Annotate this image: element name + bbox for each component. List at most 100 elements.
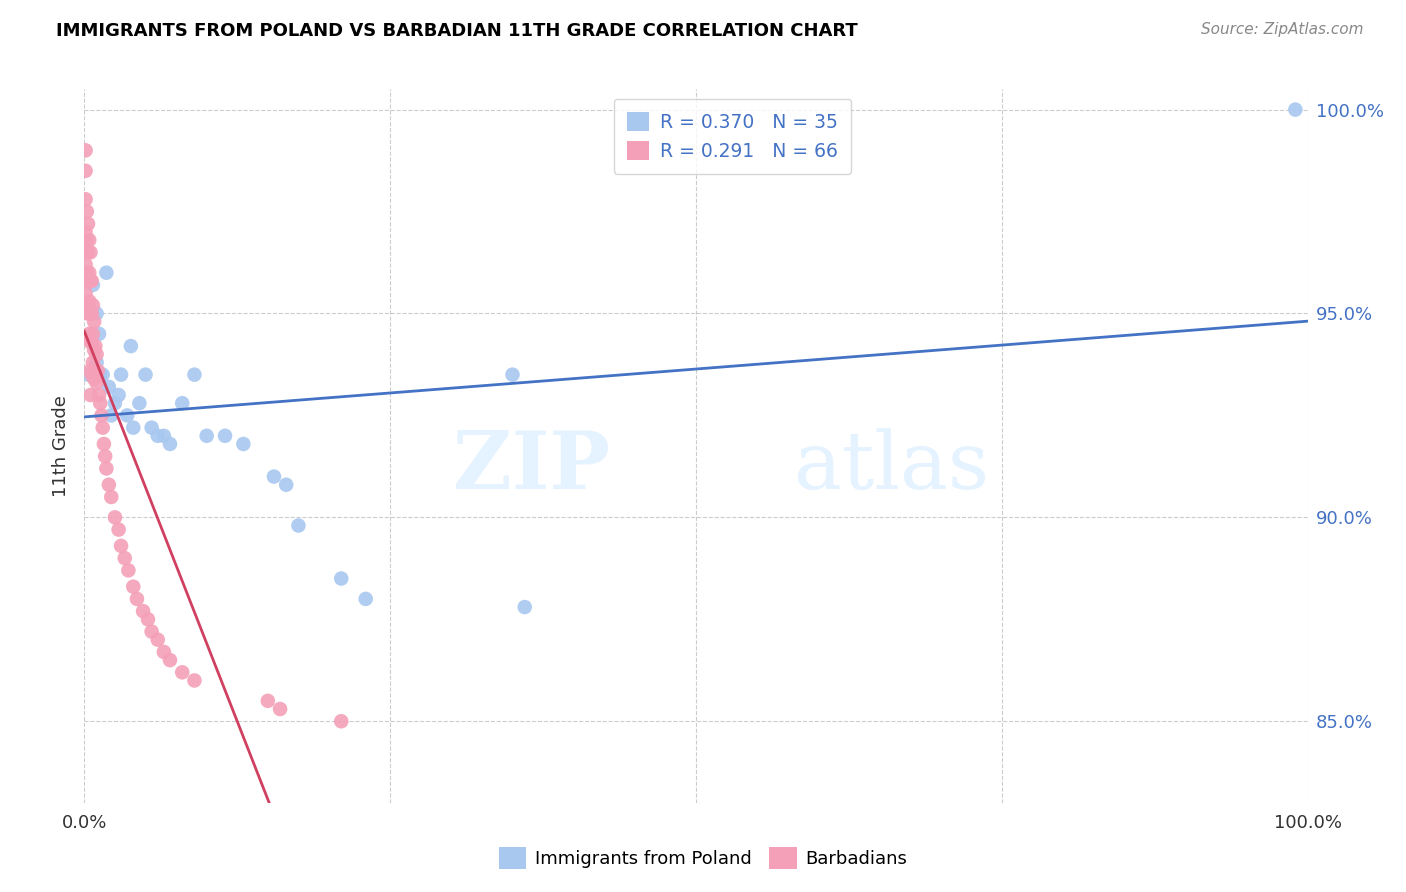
Point: [79, 363, 101, 377]
Point: [257, 694, 280, 708]
Point: [513, 600, 536, 615]
Point: [79, 388, 101, 402]
Point: [96, 266, 118, 280]
Point: [86, 355, 108, 369]
Point: [128, 396, 150, 410]
Point: [77, 245, 100, 260]
Point: [100, 409, 122, 423]
Point: [87, 388, 110, 402]
Point: [107, 388, 129, 402]
Point: [75, 192, 97, 206]
Point: [84, 368, 107, 382]
Point: [82, 355, 104, 369]
Point: [75, 258, 97, 272]
Point: [89, 368, 111, 382]
Text: ZIP: ZIP: [453, 428, 610, 507]
Point: [104, 510, 127, 524]
Point: [97, 477, 120, 491]
Point: [183, 368, 205, 382]
Point: [82, 277, 104, 292]
Point: [79, 306, 101, 320]
Point: [159, 653, 181, 667]
Point: [153, 645, 176, 659]
Point: [110, 539, 132, 553]
Y-axis label: 11th Grade: 11th Grade: [52, 395, 70, 497]
Point: [82, 326, 104, 341]
Point: [354, 591, 377, 606]
Point: [82, 298, 104, 312]
Point: [89, 396, 111, 410]
Point: [97, 380, 120, 394]
Point: [76, 266, 98, 280]
Point: [330, 714, 353, 729]
Point: [76, 298, 98, 312]
Point: [100, 490, 122, 504]
Point: [76, 204, 98, 219]
Point: [80, 306, 103, 320]
Point: [83, 315, 105, 329]
Point: [91, 420, 114, 434]
Point: [86, 376, 108, 390]
Point: [86, 347, 108, 361]
Point: [122, 420, 145, 434]
Point: [90, 409, 112, 423]
Point: [122, 580, 145, 594]
Point: [146, 429, 169, 443]
Point: [172, 665, 194, 680]
Point: [132, 604, 155, 618]
Point: [79, 274, 101, 288]
Point: [76, 233, 98, 247]
Point: [83, 343, 105, 358]
Point: [330, 572, 353, 586]
Point: [114, 551, 136, 566]
Point: [159, 437, 181, 451]
Text: atlas: atlas: [794, 428, 988, 507]
Point: [93, 437, 115, 451]
Point: [77, 217, 100, 231]
Point: [269, 702, 291, 716]
Point: [146, 632, 169, 647]
Point: [141, 624, 163, 639]
Point: [153, 429, 176, 443]
Point: [96, 461, 118, 475]
Point: [91, 368, 114, 382]
Point: [110, 368, 132, 382]
Point: [120, 339, 142, 353]
Text: Source: ZipAtlas.com: Source: ZipAtlas.com: [1201, 22, 1364, 37]
Point: [83, 372, 105, 386]
Point: [79, 245, 101, 260]
Point: [115, 409, 138, 423]
Point: [80, 334, 103, 349]
Point: [136, 612, 159, 626]
Point: [77, 294, 100, 309]
Point: [87, 363, 110, 377]
Point: [77, 306, 100, 320]
Legend: Immigrants from Poland, Barbadians: Immigrants from Poland, Barbadians: [489, 838, 917, 879]
Point: [1284, 103, 1306, 117]
Point: [195, 429, 218, 443]
Point: [232, 437, 254, 451]
Point: [141, 420, 163, 434]
Point: [263, 469, 285, 483]
Point: [214, 429, 236, 443]
Point: [287, 518, 309, 533]
Point: [77, 326, 100, 341]
Point: [172, 396, 194, 410]
Point: [94, 449, 117, 463]
Point: [77, 368, 100, 382]
Legend: R = 0.370   N = 35, R = 0.291   N = 66: R = 0.370 N = 35, R = 0.291 N = 66: [613, 99, 852, 174]
Point: [87, 326, 110, 341]
Point: [117, 563, 139, 577]
Point: [75, 163, 97, 178]
Point: [125, 591, 148, 606]
Point: [75, 286, 97, 301]
Point: [80, 368, 103, 382]
Point: [135, 368, 157, 382]
Point: [80, 274, 103, 288]
Point: [77, 274, 100, 288]
Point: [276, 477, 298, 491]
Point: [84, 339, 107, 353]
Point: [86, 306, 108, 320]
Point: [502, 368, 524, 382]
Point: [107, 523, 129, 537]
